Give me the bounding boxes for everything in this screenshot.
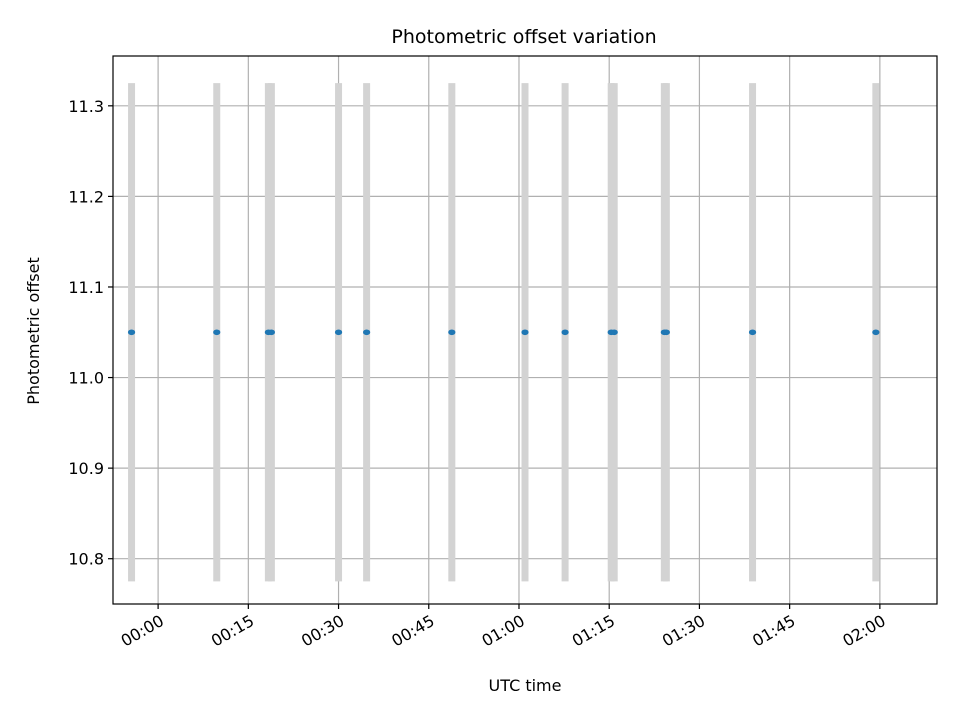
x-axis-label: UTC time bbox=[489, 676, 562, 695]
data-point bbox=[610, 329, 618, 336]
x-tick-label: 01:30 bbox=[659, 611, 708, 651]
y-tick-label: 11.1 bbox=[68, 278, 104, 297]
x-tick-label: 01:00 bbox=[478, 611, 527, 651]
y-axis-ticks: 10.8 10.9 11.0 11.1 11.2 11.3 bbox=[68, 97, 113, 569]
chart-title: Photometric offset variation bbox=[391, 26, 656, 48]
data-point bbox=[448, 329, 456, 336]
y-tick-label: 10.9 bbox=[68, 459, 104, 478]
data-points bbox=[127, 329, 880, 336]
data-point bbox=[127, 329, 136, 336]
y-tick-label: 10.8 bbox=[68, 550, 104, 569]
data-point bbox=[561, 329, 569, 336]
data-point bbox=[213, 329, 221, 336]
x-tick-label: 01:15 bbox=[569, 611, 618, 651]
data-point bbox=[662, 329, 670, 336]
y-tick-label: 11.0 bbox=[68, 369, 104, 388]
data-point bbox=[521, 329, 529, 336]
data-point bbox=[334, 329, 343, 336]
y-tick-label: 11.3 bbox=[68, 97, 104, 116]
x-tick-label: 00:15 bbox=[208, 611, 257, 651]
x-tick-label: 00:45 bbox=[388, 611, 437, 651]
y-axis-label: Photometric offset bbox=[24, 257, 43, 405]
data-point bbox=[748, 329, 757, 336]
data-point bbox=[363, 329, 371, 336]
x-tick-label: 01:45 bbox=[749, 611, 798, 651]
data-point bbox=[267, 329, 275, 336]
x-axis-ticks: 00:00 00:15 00:30 00:45 01:00 01:15 01:30 01:45… bbox=[118, 604, 889, 651]
x-tick-label: 00:00 bbox=[118, 611, 167, 651]
plot-frame bbox=[112, 55, 938, 605]
x-tick-label: 00:30 bbox=[298, 611, 347, 651]
data-point bbox=[872, 329, 880, 336]
error-bars bbox=[128, 83, 880, 582]
x-tick-label: 02:00 bbox=[839, 611, 888, 651]
y-tick-label: 11.2 bbox=[68, 187, 104, 206]
